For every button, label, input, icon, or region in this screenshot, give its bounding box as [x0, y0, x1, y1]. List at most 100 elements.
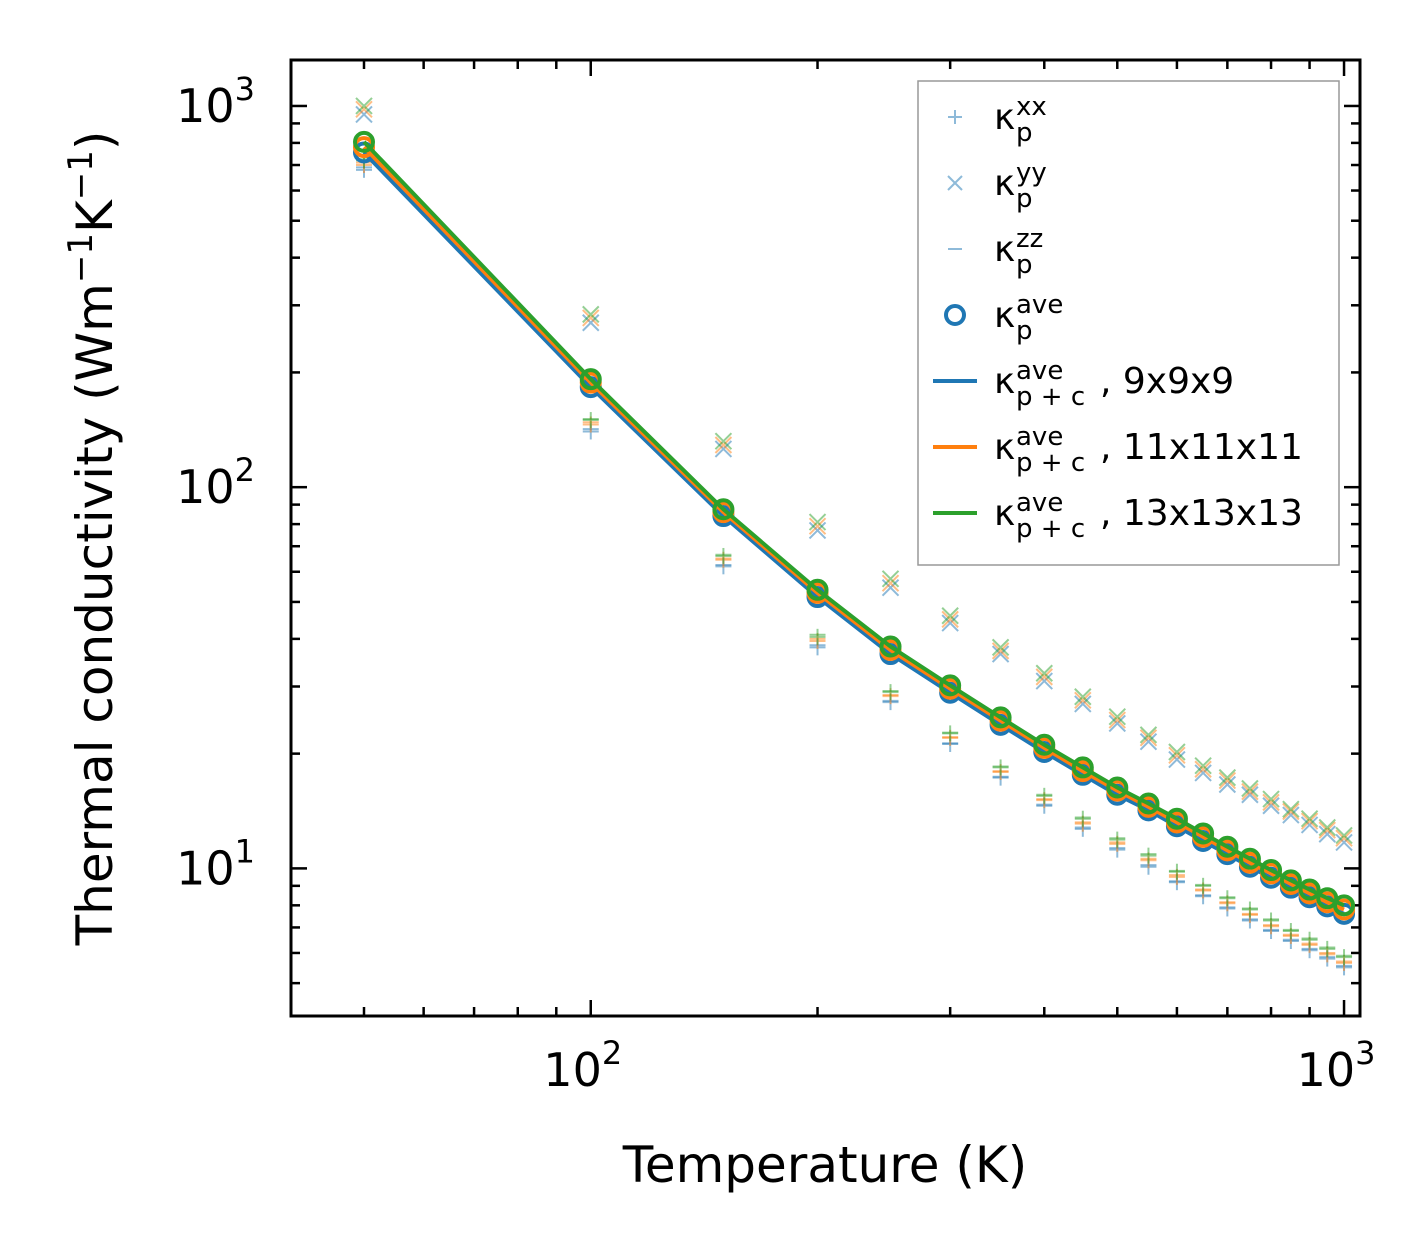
- legend-entry: κave p + c, 9x9x9: [933, 356, 1234, 412]
- kave-point: [1279, 869, 1302, 892]
- kyy-point: [714, 440, 733, 458]
- kyy-point: [1168, 750, 1186, 769]
- kxx-point: [1301, 931, 1318, 948]
- kyy-point: [1035, 668, 1053, 686]
- kyy-point: [582, 314, 600, 332]
- kpc-line: [362, 151, 1345, 916]
- kyy-point: [582, 305, 600, 324]
- kyy-point: [1218, 768, 1237, 787]
- y-axis-label-suffix: ): [66, 131, 124, 151]
- kyy-point: [1335, 833, 1353, 852]
- y-tick-label: 103: [176, 70, 255, 133]
- kave-point: [1165, 807, 1188, 830]
- kyy-point: [941, 607, 959, 625]
- legend-entries: κxx p κyy p κzz p κave p κave p + c, 9x9x9 κave p +…: [933, 92, 1303, 544]
- legend-label: κave p + c, 11x11x11: [994, 422, 1303, 478]
- x-axis-label: Temperature (K): [622, 1136, 1027, 1194]
- kave-point: [1192, 822, 1215, 845]
- kave-point: [712, 498, 735, 521]
- kyy-point: [1318, 818, 1336, 837]
- kave-point: [353, 130, 376, 153]
- kxx-point: [1036, 787, 1053, 804]
- kyy-point: [941, 614, 959, 632]
- kave-point: [1238, 847, 1261, 870]
- kyy-point: [582, 309, 600, 327]
- kxx-point: [1074, 810, 1091, 827]
- kave-point: [1033, 733, 1056, 756]
- kyy-point: [881, 574, 900, 592]
- legend-box: [917, 80, 1340, 566]
- y-tick-label: 101: [176, 832, 255, 895]
- kyy-point: [1241, 782, 1259, 801]
- legend-label: κxx p: [994, 92, 1047, 148]
- legend-entry: κave p: [944, 290, 1063, 346]
- kave-point: [1137, 792, 1160, 815]
- kave-point: [579, 368, 602, 391]
- kyy-point: [355, 97, 373, 115]
- kyy-point: [1262, 797, 1280, 815]
- kyy-point: [1318, 821, 1336, 839]
- kyy-point: [1300, 812, 1319, 830]
- tick-labels: 102 103 101 102 103: [176, 70, 1375, 1097]
- kxx-point: [809, 628, 826, 645]
- plot-area: [353, 97, 1356, 976]
- series-average-13x13x13: [353, 130, 1356, 917]
- kave-point: [806, 578, 829, 601]
- kyy-point: [808, 513, 827, 531]
- kyy-point: [1194, 764, 1212, 782]
- kave-point: [989, 706, 1012, 729]
- kyy-point: [1074, 695, 1092, 713]
- kyy-point: [808, 517, 827, 535]
- kyy-point: [1108, 714, 1126, 733]
- legend-entry: κyy p: [947, 158, 1047, 214]
- kyy-point: [991, 638, 1010, 657]
- kave-point: [939, 674, 962, 697]
- kxx-point: [1319, 940, 1336, 957]
- kyy-point: [1282, 806, 1300, 824]
- legend-marker-circle: [944, 304, 966, 326]
- kyy-point: [1168, 746, 1186, 765]
- kyy-point: [1139, 729, 1158, 747]
- kyy-point: [1035, 672, 1053, 690]
- kyy-point: [1139, 726, 1158, 744]
- legend: κxx p κyy p κzz p κave p κave p + c, 9x9x9 κave p +…: [917, 80, 1340, 566]
- kyy-point: [1300, 816, 1319, 834]
- y-axis-label-prefix: Thermal conductivity (Wm: [66, 283, 124, 946]
- kyy-point: [714, 432, 733, 450]
- y-axis-label: Thermal conductivity (Wm−1K−1): [61, 131, 124, 947]
- kyy-point: [941, 610, 959, 629]
- kyy-point: [808, 521, 827, 540]
- kxx-point: [1336, 949, 1353, 966]
- legend-label: κyy p: [994, 158, 1047, 214]
- kyy-point: [1335, 826, 1353, 845]
- kpc-line: [362, 140, 1345, 908]
- kyy-point: [1108, 707, 1126, 726]
- kyy-point: [1194, 760, 1212, 778]
- series-components-13x13x13: [355, 97, 1353, 966]
- kyy-point: [1168, 743, 1186, 761]
- kxx-point: [1241, 901, 1258, 918]
- kyy-point: [1035, 664, 1053, 682]
- kave-point: [879, 635, 902, 658]
- kyy-point: [1262, 793, 1280, 812]
- legend-entry: κave p + c, 11x11x11: [933, 422, 1303, 478]
- kyy-point: [991, 642, 1010, 660]
- y-axis-label-exp1: −1: [61, 233, 101, 283]
- x-tick-label: 102: [543, 1034, 622, 1097]
- y-axis-label-exp2: −1: [61, 150, 101, 200]
- kyy-point: [1241, 786, 1259, 804]
- kyy-point: [1282, 802, 1300, 821]
- axes-frame: [289, 58, 1362, 1018]
- kxx-point: [1109, 831, 1126, 848]
- legend-entry: κxx p: [948, 92, 1047, 148]
- kyy-point: [1074, 688, 1092, 706]
- kpc-line: [362, 145, 1345, 912]
- y-axis-label-mid: K: [66, 199, 124, 233]
- kyy-point: [355, 100, 373, 119]
- kyy-point: [355, 105, 373, 124]
- kxx-point: [1140, 847, 1157, 864]
- kyy-point: [1262, 790, 1280, 808]
- kyy-point: [1074, 691, 1092, 710]
- legend-marker-x: [947, 175, 963, 191]
